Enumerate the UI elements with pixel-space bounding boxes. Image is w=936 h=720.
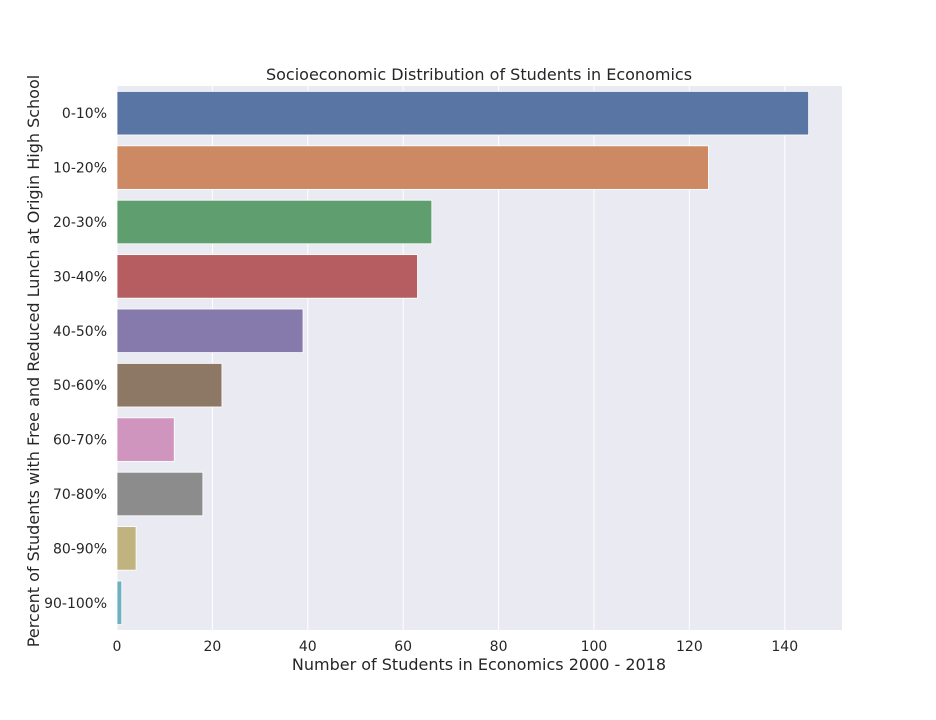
bar-70-80% bbox=[116, 471, 204, 517]
y-tick-label: 30-40% bbox=[53, 269, 107, 285]
x-tick-label: 40 bbox=[299, 639, 317, 655]
y-tick-label: 20-30% bbox=[53, 215, 107, 231]
x-tick-label: 80 bbox=[490, 639, 508, 655]
chart-title: Socioeconomic Distribution of Students i… bbox=[266, 65, 692, 84]
y-tick-label: 70-80% bbox=[53, 487, 107, 503]
y-tick-label: 80-90% bbox=[53, 541, 107, 557]
bar-50-60% bbox=[116, 363, 223, 408]
y-axis-title: Percent of Students with Free and Reduce… bbox=[24, 75, 43, 647]
y-tick-label: 10-20% bbox=[53, 161, 107, 177]
y-tick-label: 90-100% bbox=[44, 596, 107, 612]
bar-60-70% bbox=[116, 417, 175, 462]
bars bbox=[116, 91, 810, 625]
y-tick-label: 60-70% bbox=[53, 433, 107, 449]
x-tick-label: 100 bbox=[581, 639, 608, 655]
x-tick-label: 0 bbox=[113, 639, 122, 655]
bar-30-40% bbox=[116, 254, 418, 299]
x-tick-label: 60 bbox=[394, 639, 412, 655]
x-tick-label: 20 bbox=[203, 639, 221, 655]
bar-0-10% bbox=[116, 91, 810, 136]
bar-40-50% bbox=[116, 308, 304, 353]
x-tick-label: 120 bbox=[676, 639, 703, 655]
bar-90-100% bbox=[116, 580, 123, 625]
bar-10-20% bbox=[116, 145, 709, 190]
bar-80-90% bbox=[116, 526, 137, 571]
x-axis-title: Number of Students in Economics 2000 - 2… bbox=[292, 655, 666, 674]
y-tick-label: 0-10% bbox=[62, 106, 107, 122]
y-tick-label: 50-60% bbox=[53, 378, 107, 394]
x-tick-label: 140 bbox=[771, 639, 798, 655]
y-tick-label: 40-50% bbox=[53, 324, 107, 340]
x-tick-labels: 0 20 40 60 80 100 120 140 bbox=[113, 639, 799, 655]
y-tick-labels: 0-10% 10-20% 20-30% 30-40% 40-50% 50-60% 60-70… bbox=[44, 106, 107, 612]
bar-20-30% bbox=[116, 199, 433, 245]
